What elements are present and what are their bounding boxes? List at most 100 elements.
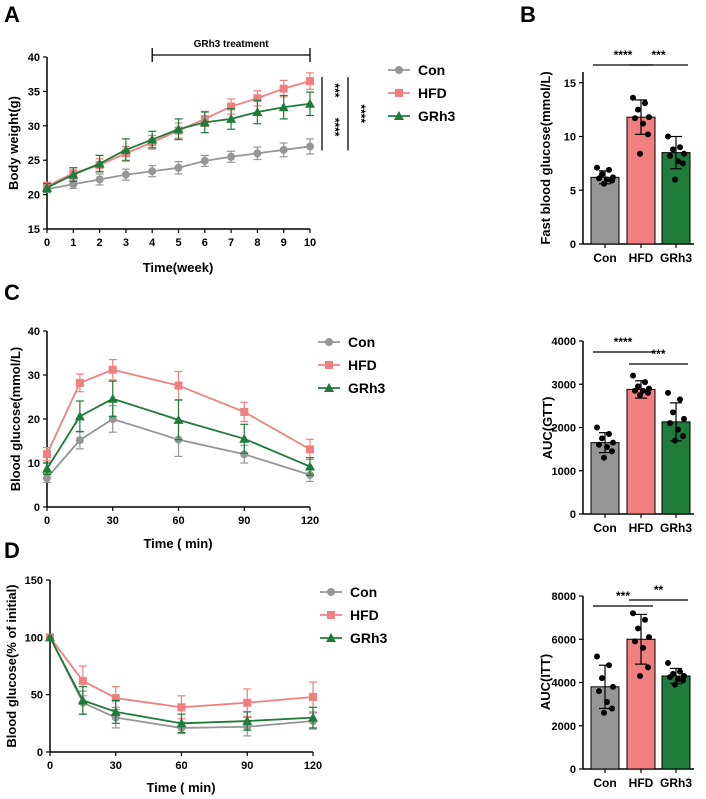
data-point-con: [108, 415, 117, 423]
panel-label-c: C: [4, 280, 20, 305]
data-point-hfd: [227, 102, 236, 111]
data-point-grh3: [42, 463, 52, 473]
data-point: [680, 677, 686, 684]
data-point-grh3: [199, 117, 210, 127]
legend-marker-hfd: [327, 611, 335, 619]
data-point: [630, 372, 636, 379]
data-point-grh3: [42, 182, 52, 192]
data-point: [645, 664, 651, 671]
legend-marker-con: [325, 338, 333, 346]
data-point: [640, 120, 646, 127]
data-point: [601, 709, 607, 716]
legend-marker-con: [395, 66, 403, 74]
data-point: [677, 668, 683, 675]
significance-label: ***: [651, 48, 665, 62]
legend-label-hfd: HFD: [418, 85, 447, 101]
panel-label-a: A: [4, 2, 20, 27]
data-point: [672, 437, 678, 444]
data-point: [606, 430, 612, 437]
y-tick-label: 6000: [552, 634, 576, 646]
data-point-con: [200, 156, 209, 165]
bar-hfd: [626, 388, 656, 515]
data-point: [635, 383, 641, 390]
data-point-grh3: [45, 632, 55, 642]
data-point: [677, 144, 683, 151]
data-point: [645, 131, 651, 138]
data-point-con: [121, 170, 130, 179]
data-point: [637, 392, 643, 399]
y-axis-label: Fast blood glucose(mmol/L): [538, 71, 553, 244]
data-point: [681, 415, 687, 422]
x-tick-label: 60: [172, 515, 184, 527]
panel-label-b: B: [520, 2, 536, 27]
y-tick-label: 0: [37, 747, 43, 759]
data-point: [596, 688, 602, 695]
data-point-hfd: [243, 698, 252, 707]
legend-label-grh3: GRh3: [348, 380, 386, 396]
significance-label: ***: [616, 589, 630, 603]
data-point-grh3: [74, 411, 85, 421]
x-tick-label: GRh3: [660, 251, 692, 265]
data-point-con: [253, 149, 262, 158]
y-axis-label: AUC(ITT): [538, 654, 553, 710]
legend-marker-hfd: [395, 89, 403, 97]
x-tick-label: 0: [44, 237, 50, 249]
y-tick-label: 100: [25, 632, 43, 644]
data-point: [609, 448, 615, 455]
data-point-con: [306, 142, 314, 151]
y-tick-label: 50: [31, 690, 43, 702]
data-point-grh3: [77, 695, 88, 705]
data-point-grh3: [305, 461, 315, 471]
data-point-grh3: [173, 414, 184, 424]
legend-label-grh3: GRh3: [418, 108, 456, 124]
data-point-con: [174, 163, 183, 172]
data-point: [601, 180, 607, 187]
data-point: [635, 625, 641, 632]
data-point-grh3: [120, 144, 131, 154]
data-point-grh3: [305, 98, 315, 108]
data-point: [637, 150, 643, 157]
data-point-grh3: [147, 134, 158, 144]
data-point: [604, 698, 610, 705]
x-tick-label: HFD: [629, 521, 654, 535]
data-point: [667, 152, 673, 159]
data-point-grh3: [110, 706, 121, 716]
data-point: [672, 681, 678, 688]
data-point: [670, 146, 676, 153]
series-line-grh3: [46, 397, 311, 470]
y-tick-label: 0: [34, 502, 40, 514]
data-point: [635, 106, 641, 113]
x-tick-label: 4: [149, 237, 156, 249]
significance-label: ****: [328, 118, 342, 137]
data-point: [632, 638, 638, 645]
bar-grh3: [661, 675, 691, 770]
data-point: [642, 100, 648, 107]
significance-label: ****: [614, 335, 633, 349]
data-point: [637, 673, 643, 680]
data-point: [645, 389, 651, 396]
y-tick-label: 0: [570, 764, 576, 776]
data-point-grh3: [226, 113, 237, 123]
data-point: [601, 454, 607, 461]
data-point-con: [279, 145, 288, 154]
data-point: [665, 133, 671, 140]
x-tick-label: 1: [70, 237, 76, 249]
legend-label-hfd: HFD: [350, 607, 379, 623]
data-point: [606, 166, 612, 173]
significance-label: ***: [651, 347, 665, 361]
x-tick-label: Con: [593, 776, 616, 790]
y-tick-label: 30: [28, 370, 40, 382]
data-point-con: [95, 175, 104, 184]
y-tick-label: 0: [570, 239, 576, 251]
y-axis-label: AUC(GTT): [540, 397, 555, 460]
y-tick-label: 2000: [552, 423, 576, 435]
x-tick-label: 90: [241, 760, 253, 772]
y-tick-label: 10: [28, 458, 40, 470]
data-point: [675, 676, 681, 683]
data-point: [680, 160, 686, 167]
data-point: [609, 705, 615, 712]
significance-label: ****: [614, 48, 633, 62]
y-axis-label: Blood glucose(% of initial): [4, 584, 19, 747]
y-tick-label: 40: [28, 52, 40, 64]
